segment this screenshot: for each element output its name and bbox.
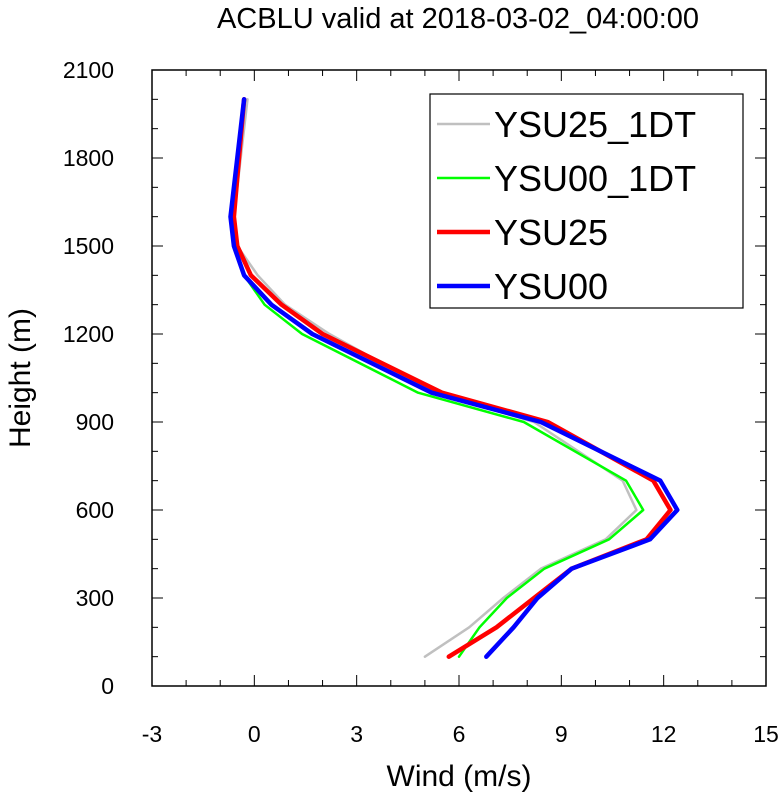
- y-tick-label: 1500: [63, 233, 114, 259]
- legend-label-ysu00: YSU00: [494, 266, 608, 307]
- legend-label-ysu25: YSU25: [494, 212, 608, 253]
- y-tick-label: 1800: [63, 145, 114, 171]
- y-tick-label: 900: [76, 409, 114, 435]
- x-tick-label: 15: [753, 721, 779, 747]
- x-tick-label: 3: [350, 721, 363, 747]
- y-tick-label: 300: [76, 585, 114, 611]
- y-tick-label: 600: [76, 497, 114, 523]
- x-axis-title: Wind (m/s): [387, 760, 532, 793]
- x-tick-label: 9: [555, 721, 568, 747]
- y-axis: 0 300 600 900 1200 1500 1800 2100: [63, 57, 766, 699]
- x-tick-label: 12: [651, 721, 677, 747]
- y-tick-label: 0: [101, 673, 114, 699]
- x-axis: -3 0 3 6 9 12 15: [142, 70, 779, 747]
- y-tick-label: 2100: [63, 57, 114, 83]
- legend-label-ysu25-1dt: YSU25_1DT: [494, 104, 696, 145]
- plot-area: [228, 97, 680, 659]
- legend-label-ysu00-1dt: YSU00_1DT: [494, 158, 696, 199]
- legend-box: [429, 93, 744, 309]
- legend: YSU25_1DT YSU00_1DT YSU25 YSU00: [429, 93, 744, 309]
- chart-title: ACBLU valid at 2018-03-02_04:00:00: [217, 3, 699, 35]
- x-tick-label: 0: [248, 721, 261, 747]
- x-tick-label: -3: [142, 721, 162, 747]
- y-tick-label: 1200: [63, 321, 114, 347]
- y-axis-title: Height (m): [4, 308, 37, 448]
- series-line-ysu00: [228, 97, 680, 659]
- x-tick-label: 6: [453, 721, 466, 747]
